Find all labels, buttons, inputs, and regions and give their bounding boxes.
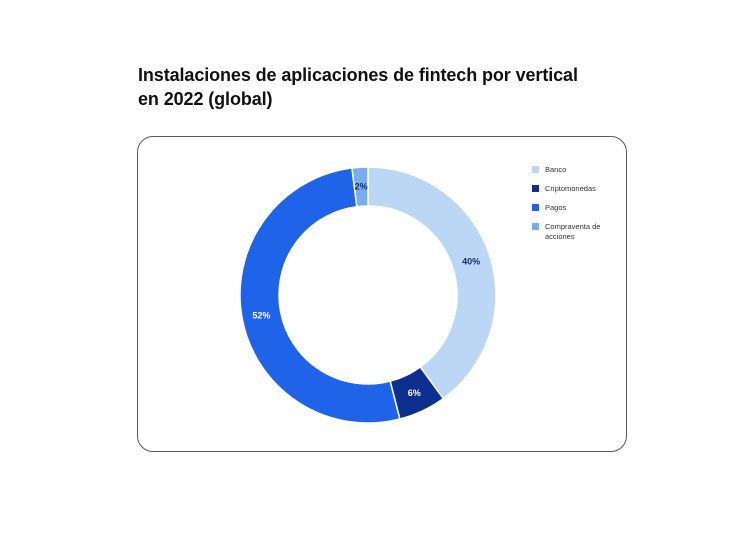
- legend-label-compraventa: Compraventa de acciones: [545, 222, 601, 241]
- legend-swatch-compraventa: [532, 223, 539, 230]
- legend-item-pagos: Pagos: [532, 203, 627, 213]
- slice-label-compraventa: 2%: [355, 182, 368, 192]
- slice-label-banco: 40%: [462, 256, 480, 266]
- chart-title: Instalaciones de aplicaciones de fintech…: [138, 63, 638, 111]
- legend-swatch-banco: [532, 166, 539, 173]
- slice-label-criptomonedas: 6%: [408, 388, 421, 398]
- chart-title-line-2: en 2022 (global): [138, 89, 273, 109]
- legend-item-compraventa: Compraventa de acciones: [532, 222, 627, 242]
- slice-label-pagos: 52%: [252, 310, 270, 320]
- donut-slice-compraventa: [351, 166, 369, 208]
- chart-legend: Banco Criptomonedas Pagos Compraventa de…: [532, 165, 627, 251]
- donut-slice-pagos: [239, 167, 401, 424]
- legend-item-criptomonedas: Criptomonedas: [532, 184, 627, 194]
- legend-label-criptomonedas: Criptomonedas: [545, 184, 596, 193]
- legend-swatch-pagos: [532, 204, 539, 211]
- legend-label-pagos: Pagos: [545, 203, 567, 212]
- chart-title-line-1: Instalaciones de aplicaciones de fintech…: [138, 65, 578, 85]
- donut-slice-banco: [367, 166, 497, 400]
- legend-swatch-criptomonedas: [532, 185, 539, 192]
- legend-label-banco: Banco: [545, 165, 567, 174]
- legend-item-banco: Banco: [532, 165, 627, 175]
